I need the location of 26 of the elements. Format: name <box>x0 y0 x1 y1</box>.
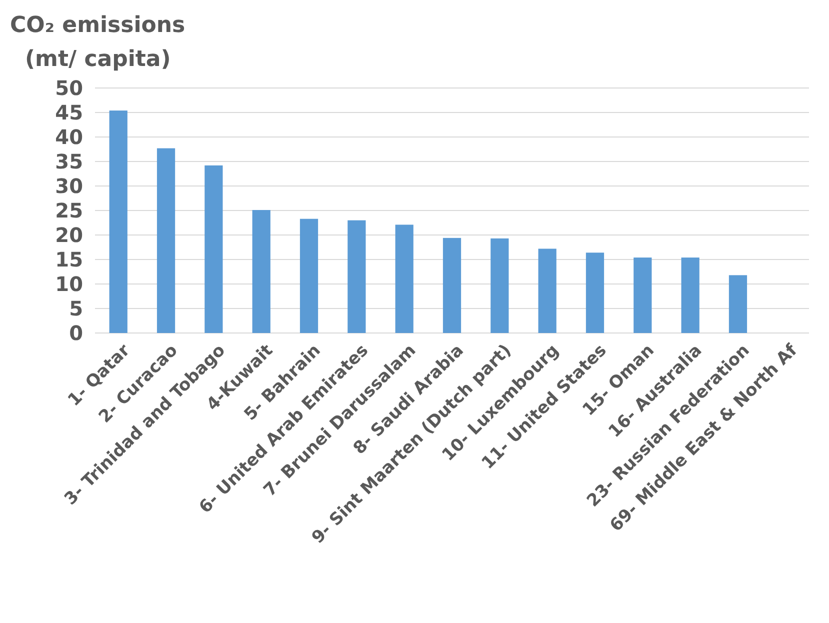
y-tick-label: 20 <box>55 223 83 247</box>
y-tick-label: 35 <box>55 150 83 174</box>
bar <box>252 210 270 333</box>
y-tick-label: 5 <box>69 296 83 320</box>
y-tick-label: 30 <box>55 174 83 198</box>
y-tick-label: 10 <box>55 272 83 296</box>
bar <box>348 220 366 333</box>
bar <box>156 148 176 333</box>
y-tick-label: 45 <box>55 100 83 124</box>
bar <box>204 165 223 333</box>
bar <box>586 252 604 333</box>
bar <box>538 248 556 333</box>
y-tick-label: 15 <box>55 248 83 272</box>
bar <box>395 224 414 333</box>
bar <box>442 238 462 333</box>
bar <box>681 258 700 333</box>
y-tick-label: 25 <box>55 198 83 222</box>
y-tick-label: 40 <box>55 125 83 149</box>
bar <box>490 238 509 333</box>
bar <box>634 258 652 333</box>
y-tick-label: 0 <box>69 321 83 345</box>
y-axis-title: CO₂ emissions (mt/ capita) <box>10 13 186 72</box>
y-tick-label: 50 <box>55 76 83 100</box>
bar <box>109 110 128 333</box>
bar <box>300 218 318 333</box>
bar <box>728 275 748 333</box>
